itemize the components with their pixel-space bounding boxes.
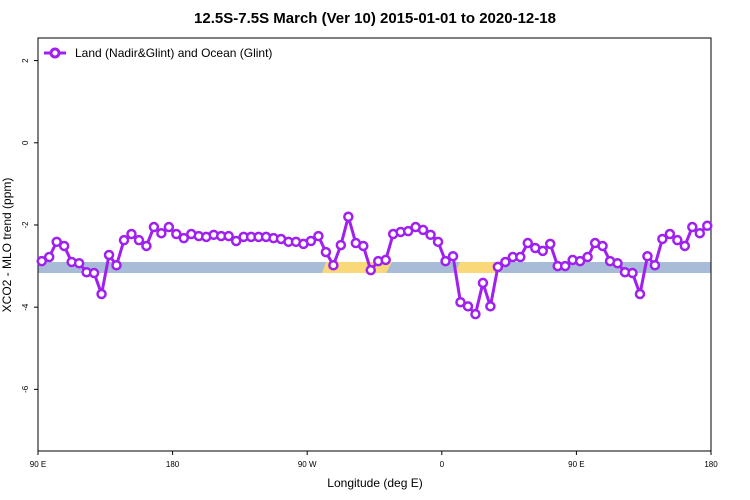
data-point: [223, 230, 234, 242]
data-point: [73, 257, 85, 269]
data-point: [582, 251, 593, 263]
data-point: [343, 211, 354, 223]
data-point: [462, 301, 474, 312]
data-point: [365, 264, 377, 276]
x-tick-label: 0: [440, 460, 445, 469]
data-point: [111, 260, 122, 271]
data-point: [642, 250, 653, 262]
data-point: [358, 240, 369, 252]
data-point: [455, 296, 466, 308]
data-point: [649, 260, 661, 271]
x-tick-label: 180: [704, 460, 718, 469]
data-point: [163, 221, 175, 233]
y-tick-label: -4: [21, 303, 30, 311]
data-point: [477, 277, 489, 289]
data-point: [320, 246, 332, 258]
data-point: [51, 236, 62, 248]
data-point: [305, 235, 317, 247]
data-point: [470, 308, 481, 320]
x-tick-label: 180: [166, 460, 180, 469]
data-point: [687, 221, 698, 233]
data-point: [328, 260, 339, 271]
legend-label: Land (Nadir&Glint) and Ocean (Glint): [75, 46, 272, 60]
y-tick-label: -6: [21, 385, 30, 393]
data-point: [58, 240, 70, 252]
data-point: [485, 301, 496, 312]
data-point: [118, 234, 130, 246]
data-point: [679, 240, 691, 252]
data-point: [335, 239, 347, 251]
data-point: [133, 234, 145, 246]
data-point: [402, 225, 414, 237]
data-point: [156, 227, 167, 239]
data-point: [597, 240, 608, 252]
x-tick-label: 90 E: [30, 460, 46, 469]
data-point: [313, 230, 324, 242]
plot-frame: [37, 37, 712, 452]
data-point: [492, 261, 504, 273]
data-point: [148, 221, 160, 233]
data-point: [126, 228, 137, 240]
data-point: [425, 229, 436, 241]
data-point: [574, 255, 586, 267]
y-tick-label: 0: [21, 140, 30, 145]
y-axis-label: XCO2 - MLO trend (ppm): [0, 178, 14, 313]
data-point: [178, 232, 190, 244]
data-point: [627, 267, 638, 279]
data-point: [440, 255, 451, 267]
data-point: [559, 260, 571, 272]
data-point: [522, 237, 534, 249]
data-point: [432, 236, 444, 248]
data-point: [515, 251, 526, 263]
data-point: [702, 220, 713, 232]
data-point: [43, 251, 55, 263]
data-point: [103, 249, 115, 261]
data-point: [417, 224, 429, 236]
data-point: [657, 233, 668, 245]
data-point: [544, 238, 556, 250]
y-tick-label: 2: [21, 58, 30, 63]
data-point: [672, 234, 683, 246]
data-point: [36, 255, 47, 267]
data-point: [634, 288, 646, 300]
y-tick-label: -2: [21, 221, 30, 229]
x-tick-label: 90 E: [568, 460, 584, 469]
data-point: [664, 228, 676, 240]
legend-marker: [49, 47, 61, 59]
data-point: [96, 288, 107, 300]
data-point: [141, 240, 152, 252]
data-point: [171, 228, 182, 240]
data-point: [500, 256, 511, 268]
data-point: [380, 254, 391, 266]
x-axis-label: Longitude (deg E): [327, 476, 422, 490]
data-point: [88, 267, 100, 279]
data-point: [694, 227, 706, 239]
data-point: [230, 235, 242, 247]
data-point: [537, 245, 548, 257]
x-tick-label: 90 W: [298, 460, 317, 469]
chart-title: 12.5S-7.5S March (Ver 10) 2015-01-01 to …: [194, 10, 556, 27]
land-band: [455, 262, 503, 273]
data-point: [612, 257, 623, 269]
data-point: [447, 250, 459, 262]
